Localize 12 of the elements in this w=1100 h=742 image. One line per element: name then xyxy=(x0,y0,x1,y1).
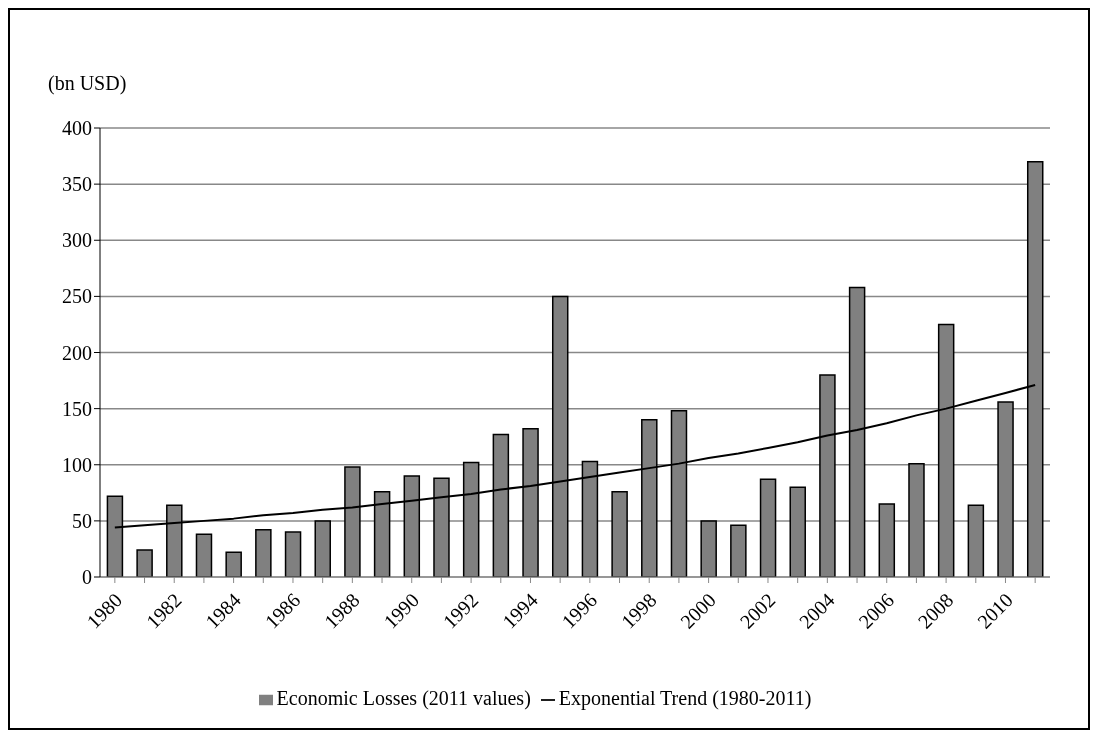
y-tick-label: 100 xyxy=(62,453,92,476)
legend-label: Exponential Trend (1980-2011) xyxy=(558,687,812,709)
y-tick-label: 200 xyxy=(62,341,92,364)
y-tick-label: 300 xyxy=(62,229,92,252)
y-tick-label: 250 xyxy=(62,285,92,308)
y-tick-label: 150 xyxy=(62,397,92,420)
y-axis-title: (bn USD) xyxy=(48,72,127,95)
y-tick-label: 350 xyxy=(62,173,92,196)
y-tick-label: 50 xyxy=(72,509,92,532)
legend-label: Economic Losses (2011 values) xyxy=(276,687,531,709)
y-tick-label: 400 xyxy=(62,117,92,140)
y-tick-label: 0 xyxy=(82,566,92,589)
